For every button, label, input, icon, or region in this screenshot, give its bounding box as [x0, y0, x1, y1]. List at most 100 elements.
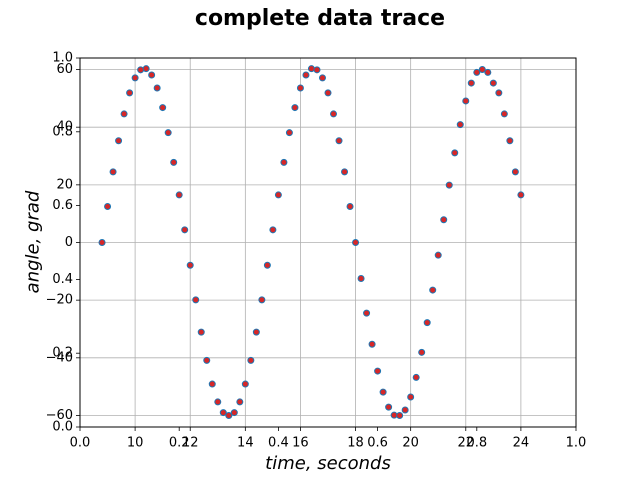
- data-point: [148, 71, 156, 79]
- overlay-x-tick-label: 0.2: [169, 436, 190, 451]
- overlay-y-tick-label: 0.8: [52, 124, 73, 139]
- chart-title: complete data trace: [194, 6, 446, 31]
- data-point: [258, 296, 266, 304]
- data-point: [313, 66, 321, 74]
- data-point: [175, 191, 183, 199]
- data-point: [230, 409, 238, 417]
- data-point: [247, 356, 255, 364]
- x-axis-label: time, seconds: [265, 453, 391, 474]
- data-point: [418, 348, 426, 356]
- data-point: [346, 202, 354, 210]
- data-point: [159, 104, 167, 112]
- data-point: [335, 137, 343, 145]
- data-point: [214, 398, 222, 406]
- data-point: [423, 319, 431, 327]
- data-point: [126, 89, 134, 97]
- data-point: [291, 104, 299, 112]
- data-point: [109, 168, 117, 176]
- data-point: [330, 110, 338, 118]
- data-point: [368, 340, 376, 348]
- data-point: [131, 74, 139, 82]
- data-point: [285, 129, 293, 137]
- y-axis-label: angle, grad: [22, 190, 44, 294]
- data-point: [385, 403, 393, 411]
- x-tick-label: 14: [237, 436, 254, 451]
- data-point: [115, 137, 123, 145]
- data-point: [236, 398, 244, 406]
- x-tick-label: 20: [402, 436, 419, 451]
- y-tick-label: 20: [56, 177, 73, 192]
- data-point: [296, 84, 304, 92]
- data-point: [186, 261, 194, 269]
- x-tick-label: 16: [292, 436, 309, 451]
- data-point: [456, 121, 464, 129]
- y-tick-label: 0: [65, 235, 73, 250]
- overlay-y-tick-label: 0.0: [52, 420, 73, 435]
- data-point: [192, 296, 200, 304]
- data-point: [396, 411, 404, 419]
- data-point: [219, 409, 227, 417]
- data-point: [164, 129, 172, 137]
- overlay-x-tick-label: 0.8: [466, 436, 487, 451]
- data-point: [500, 110, 508, 118]
- data-point: [252, 328, 260, 336]
- data-point: [225, 411, 233, 419]
- x-tick-label: 18: [347, 436, 364, 451]
- overlay-x-tick-label: 0.4: [268, 436, 289, 451]
- y-tick-label: 60: [56, 62, 73, 77]
- data-point: [511, 168, 519, 176]
- overlay-y-tick-label: 0.6: [52, 198, 73, 213]
- y-tick-label: −20: [46, 293, 73, 308]
- overlay-x-tick-label: 1.0: [566, 436, 587, 451]
- data-point: [170, 158, 178, 166]
- x-tick-label: 12: [182, 436, 199, 451]
- data-point: [451, 149, 459, 157]
- overlay-x-tick-label: 0.0: [70, 436, 91, 451]
- data-point: [142, 65, 150, 73]
- data-point: [478, 66, 486, 74]
- data-point: [352, 239, 360, 246]
- data-point: [401, 406, 409, 414]
- data-point: [98, 239, 106, 246]
- y-tick-label: −60: [46, 408, 73, 423]
- data-point: [269, 226, 277, 234]
- overlay-y-tick-label: 0.4: [52, 272, 73, 287]
- data-point: [280, 158, 288, 166]
- data-point: [241, 380, 249, 388]
- data-point: [489, 79, 497, 87]
- x-tick-label: 24: [513, 436, 530, 451]
- overlay-y-tick-label: 1.0: [52, 51, 73, 66]
- x-tick-label: 10: [127, 436, 144, 451]
- data-point: [197, 328, 205, 336]
- data-point: [181, 226, 189, 234]
- data-point: [462, 97, 470, 105]
- data-point: [445, 181, 453, 189]
- data-point: [506, 137, 514, 145]
- data-point: [263, 261, 271, 269]
- data-point: [208, 380, 216, 388]
- data-point: [495, 89, 503, 97]
- y-tick-label: −40: [46, 350, 73, 365]
- overlay-y-tick-label: 0.2: [52, 346, 73, 361]
- data-point: [307, 65, 315, 73]
- data-point: [517, 191, 525, 199]
- data-point: [363, 309, 371, 317]
- y-tick-label: 40: [56, 120, 73, 135]
- data-point: [434, 251, 442, 259]
- data-point: [274, 191, 282, 199]
- data-point: [429, 286, 437, 294]
- data-point: [120, 110, 128, 118]
- data-point: [379, 388, 387, 396]
- data-point: [137, 66, 145, 74]
- data-point: [357, 275, 365, 283]
- data-point: [440, 216, 448, 224]
- data-point: [341, 168, 349, 176]
- data-point: [407, 393, 415, 401]
- data-point: [473, 68, 481, 76]
- data-point: [104, 202, 112, 210]
- data-point: [302, 71, 310, 79]
- data-point: [203, 356, 211, 364]
- data-point: [318, 74, 326, 82]
- data-point: [412, 373, 420, 381]
